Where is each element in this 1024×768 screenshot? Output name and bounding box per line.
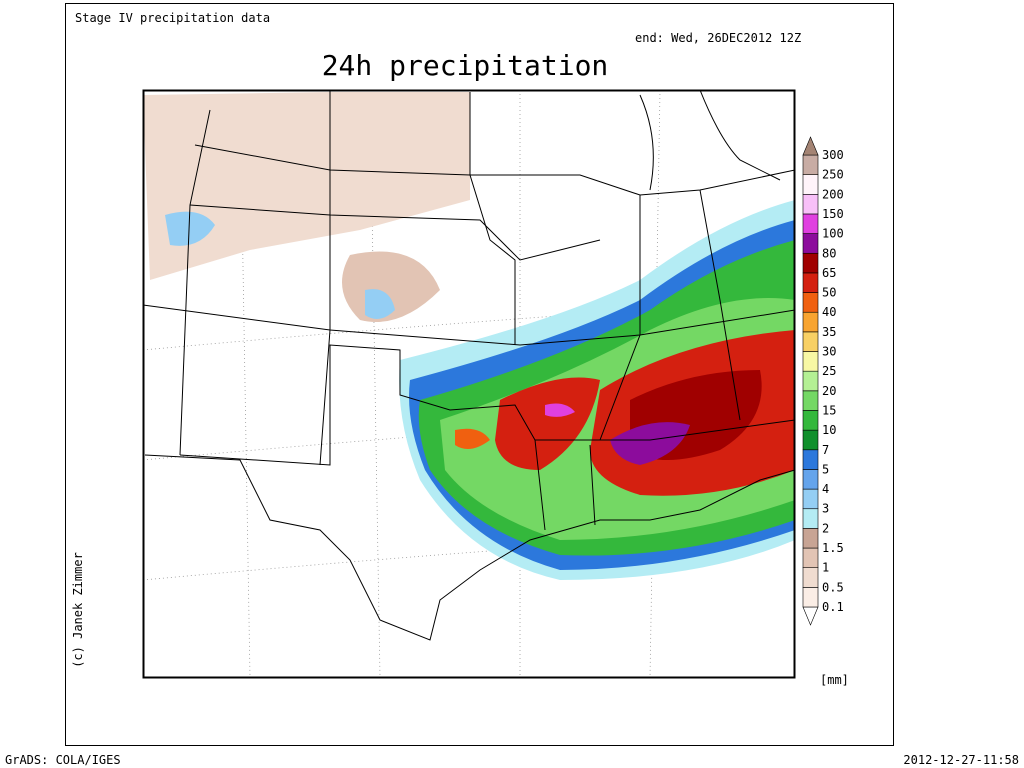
colorbar-label: 10 — [822, 423, 836, 437]
colorbar-end — [802, 136, 819, 156]
colorbar-box — [802, 213, 819, 234]
colorbar-box — [802, 292, 819, 313]
colorbar-label: 2 — [822, 521, 829, 535]
coastline — [639, 90, 781, 191]
colorbar-box — [802, 252, 819, 274]
colorbar-box — [802, 449, 819, 470]
colorbar-box — [802, 410, 819, 431]
border — [534, 439, 596, 531]
graticule-line — [143, 529, 795, 581]
colorbar-box — [802, 311, 819, 333]
credit: (c) Janek Zimmer — [71, 552, 85, 668]
title: 24h precipitation — [322, 49, 609, 82]
colorbar-box — [802, 233, 819, 254]
colorbar-box — [802, 567, 819, 588]
colorbar-label: 5 — [822, 462, 829, 476]
software: GrADS: COLA/IGES — [5, 753, 121, 767]
precip-light — [165, 211, 215, 246]
colorbar-box — [802, 174, 819, 195]
graticule-line — [143, 409, 795, 461]
colorbar-box — [802, 429, 819, 451]
colorbar-label: 4 — [822, 482, 829, 496]
colorbar-label: 65 — [822, 266, 836, 280]
map — [143, 90, 795, 678]
colorbar-label: 7 — [822, 443, 829, 457]
colorbar-label: 0.1 — [822, 600, 844, 614]
timestamp: 2012-12-27-11:58 — [903, 753, 1019, 767]
precip-extreme — [545, 403, 575, 417]
colorbar-box — [802, 370, 819, 392]
precip-light — [365, 289, 395, 319]
border — [329, 90, 741, 441]
precipitation — [143, 92, 795, 580]
borders — [143, 90, 795, 641]
graticule-line — [143, 299, 795, 351]
colorbar-box — [802, 154, 819, 175]
graticule — [143, 90, 795, 678]
colorbar-label: 15 — [822, 403, 836, 417]
colorbar-label: 1 — [822, 561, 829, 575]
colorbar-box — [802, 351, 819, 372]
colorbar-box — [802, 390, 819, 411]
colorbar-box — [802, 272, 819, 293]
precip-heavy — [495, 377, 600, 470]
precip-light — [143, 92, 470, 280]
colorbar-box — [802, 508, 819, 529]
colorbar-label: 0.5 — [822, 580, 844, 594]
colorbar-label: 50 — [822, 286, 836, 300]
map-frame — [142, 89, 796, 679]
source: Stage IV precipitation data — [75, 11, 270, 25]
colorbar-label: 35 — [822, 325, 836, 339]
colorbar-label: 250 — [822, 168, 844, 182]
colorbar-label: 80 — [822, 246, 836, 260]
colorbar-label: 25 — [822, 364, 836, 378]
border — [179, 344, 795, 466]
colorbar-label: 100 — [822, 227, 844, 241]
valid-time: end: Wed, 26DEC2012 12Z — [635, 31, 801, 45]
colorbar-box — [802, 488, 819, 510]
colorbar: 0.1 0.5 1 1.5 2 3 4 5 7 10 15 20 25 30 35 40 50 65 80 100 15… — [802, 136, 844, 626]
colorbar-label: 20 — [822, 384, 836, 398]
border — [189, 204, 601, 261]
colorbar-box — [802, 587, 819, 608]
colorbar-box — [802, 331, 819, 352]
border — [143, 304, 795, 346]
colorbar-label: 3 — [822, 502, 829, 516]
colorbar-box — [802, 528, 819, 549]
colorbar-box — [802, 194, 819, 215]
colorbar-unit: [mm] — [820, 673, 849, 687]
colorbar-box — [802, 547, 819, 568]
coastline — [144, 454, 795, 641]
colorbar-label: 30 — [822, 345, 836, 359]
colorbar-label: 150 — [822, 207, 844, 221]
colorbar-label: 1.5 — [822, 541, 844, 555]
colorbar-label: 300 — [822, 148, 844, 162]
colorbar-label: 200 — [822, 187, 844, 201]
border — [179, 109, 331, 466]
precip-extreme — [610, 422, 690, 465]
colorbar-box — [802, 469, 819, 490]
precip-heavy — [455, 428, 490, 449]
colorbar-label: 40 — [822, 305, 836, 319]
